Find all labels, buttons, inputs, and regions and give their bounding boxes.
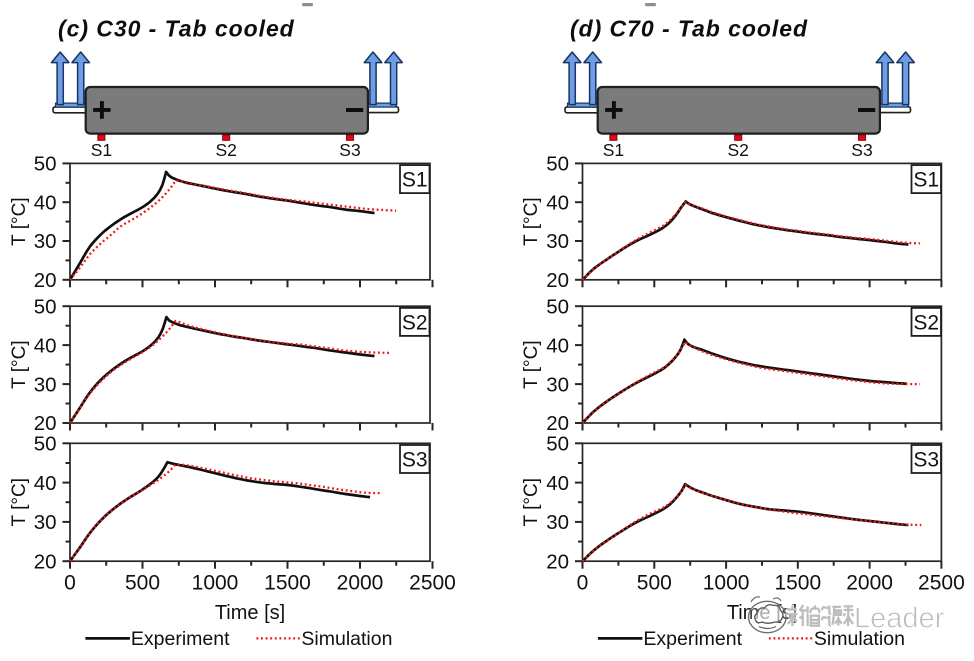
svg-text:1500: 1500: [774, 572, 821, 595]
svg-text:20: 20: [546, 412, 569, 435]
svg-text:40: 40: [34, 334, 57, 357]
svg-text:(c) C30 - Tab cooled: (c) C30 - Tab cooled: [58, 16, 295, 42]
svg-text:50: 50: [546, 295, 569, 318]
svg-text:0: 0: [577, 572, 589, 595]
svg-text:30: 30: [546, 373, 569, 396]
svg-text:Experiment: Experiment: [131, 628, 230, 650]
svg-text:1000: 1000: [192, 572, 239, 595]
svg-text:S3: S3: [851, 140, 872, 160]
svg-text:20: 20: [34, 550, 57, 573]
svg-text:20: 20: [546, 550, 569, 573]
svg-text:20: 20: [34, 269, 57, 292]
svg-text:2000: 2000: [337, 572, 384, 595]
svg-text:S3: S3: [913, 449, 939, 472]
svg-text:S1: S1: [603, 140, 624, 160]
svg-text:30: 30: [34, 511, 57, 534]
svg-text:500: 500: [125, 572, 160, 595]
svg-text:Experiment: Experiment: [643, 628, 742, 650]
svg-text:S3: S3: [339, 140, 360, 160]
svg-text:T [°C]: T [°C]: [9, 197, 30, 245]
svg-text:30: 30: [34, 230, 57, 253]
svg-text:40: 40: [546, 334, 569, 357]
svg-text:2000: 2000: [846, 572, 893, 595]
svg-text:0: 0: [64, 572, 76, 595]
svg-text:40: 40: [34, 472, 57, 495]
svg-text:S2: S2: [727, 140, 748, 160]
svg-text:S2: S2: [215, 140, 236, 160]
svg-text:2500: 2500: [918, 572, 965, 595]
svg-text:50: 50: [34, 295, 57, 318]
svg-text:1500: 1500: [264, 572, 311, 595]
svg-text:20: 20: [34, 412, 57, 435]
svg-text:Time [s]: Time [s]: [215, 602, 285, 624]
svg-text:20: 20: [546, 269, 569, 292]
svg-text:(d) C70 - Tab cooled: (d) C70 - Tab cooled: [570, 16, 808, 42]
svg-text:T [°C]: T [°C]: [521, 197, 542, 245]
svg-text:30: 30: [34, 373, 57, 396]
svg-text:S2: S2: [913, 312, 939, 335]
svg-text:S3: S3: [402, 449, 428, 472]
svg-text:T [°C]: T [°C]: [521, 478, 542, 526]
svg-text:50: 50: [34, 153, 57, 176]
svg-text:1000: 1000: [703, 572, 750, 595]
svg-text:T [°C]: T [°C]: [9, 340, 30, 388]
svg-text:40: 40: [34, 191, 57, 214]
svg-text:S1: S1: [913, 169, 939, 192]
svg-text:T [°C]: T [°C]: [9, 478, 30, 526]
svg-text:40: 40: [546, 472, 569, 495]
svg-text:Simulation: Simulation: [301, 628, 392, 650]
svg-text:S1: S1: [402, 169, 428, 192]
svg-text:S1: S1: [91, 140, 112, 160]
svg-text:50: 50: [546, 433, 569, 456]
svg-text:50: 50: [546, 153, 569, 176]
svg-text:S2: S2: [402, 312, 428, 335]
svg-text:40: 40: [546, 191, 569, 214]
svg-text:50: 50: [34, 433, 57, 456]
svg-text:2500: 2500: [409, 572, 456, 595]
svg-text:Simulation: Simulation: [814, 628, 905, 650]
svg-text:500: 500: [637, 572, 672, 595]
svg-text:Leader: Leader: [854, 603, 945, 635]
svg-text:30: 30: [546, 230, 569, 253]
svg-text:T [°C]: T [°C]: [521, 340, 542, 388]
svg-text:30: 30: [546, 511, 569, 534]
